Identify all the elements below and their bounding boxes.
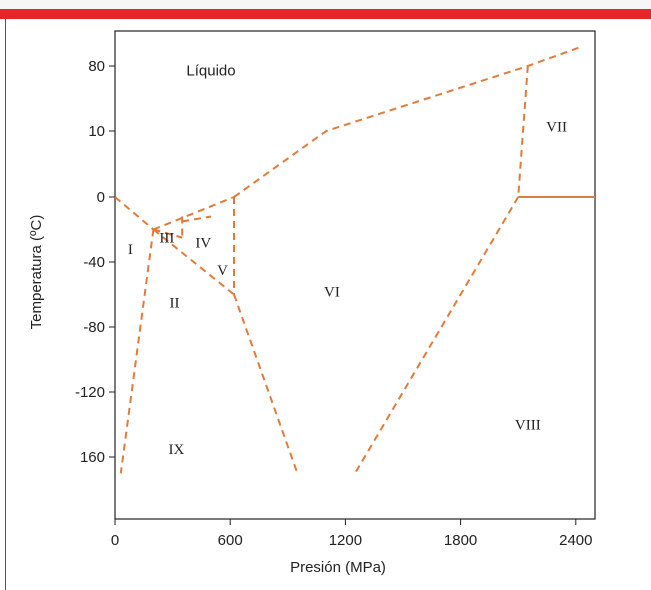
region-label-iii: III — [159, 231, 174, 247]
phase-boundary-5 — [182, 215, 212, 223]
phase-boundary-0 — [114, 196, 155, 231]
y-axis-title: Temperatura (ºC) — [28, 215, 45, 330]
phase-boundary-2 — [153, 196, 235, 231]
y-tick-label: -120 — [75, 384, 105, 401]
phase-boundary-11 — [354, 196, 520, 474]
y-tick-label: 10 — [88, 123, 105, 140]
y-tick-label: 0 — [97, 189, 105, 206]
phase-boundary-4 — [152, 228, 235, 296]
x-axis-title: Presión (MPa) — [290, 559, 386, 576]
x-tick-label: 2400 — [559, 532, 592, 549]
y-tick-label: -80 — [83, 319, 105, 336]
region-label-i: I — [128, 242, 133, 258]
x-tick-label: 1200 — [329, 532, 362, 549]
left-border-line — [5, 19, 6, 590]
region-label-v: V — [217, 263, 228, 279]
phase-boundary-10 — [517, 65, 529, 198]
phase-boundary-1 — [119, 229, 155, 474]
region-label-iv: IV — [195, 236, 211, 252]
phase-boundary-3 — [153, 228, 183, 239]
top-strip — [0, 0, 651, 9]
phase-boundary-lines — [114, 46, 595, 474]
region-label-viii: VIII — [515, 418, 541, 434]
y-tick-label: 160 — [80, 449, 105, 466]
region-label-vii: VII — [546, 119, 567, 135]
region-label-ix: IX — [169, 442, 185, 458]
y-tick-label: 80 — [88, 58, 105, 75]
phase-boundary-9 — [233, 46, 580, 198]
region-label-ii: II — [170, 296, 180, 312]
y-tick-label: -40 — [83, 254, 105, 271]
phase-boundary-8 — [233, 294, 299, 474]
region-label-lquido: Líquido — [186, 63, 235, 80]
header-bar — [0, 9, 651, 19]
plot-frame — [114, 30, 596, 520]
x-axis-ticks: 0 600 1200 1800 2400 — [111, 519, 592, 549]
x-tick-label: 600 — [218, 532, 243, 549]
x-tick-label: 1800 — [444, 532, 477, 549]
region-label-vi: VI — [324, 284, 340, 300]
x-tick-label: 0 — [111, 532, 119, 549]
y-axis-ticks: 80 10 0 -40 -80 -120 160 — [75, 58, 115, 466]
